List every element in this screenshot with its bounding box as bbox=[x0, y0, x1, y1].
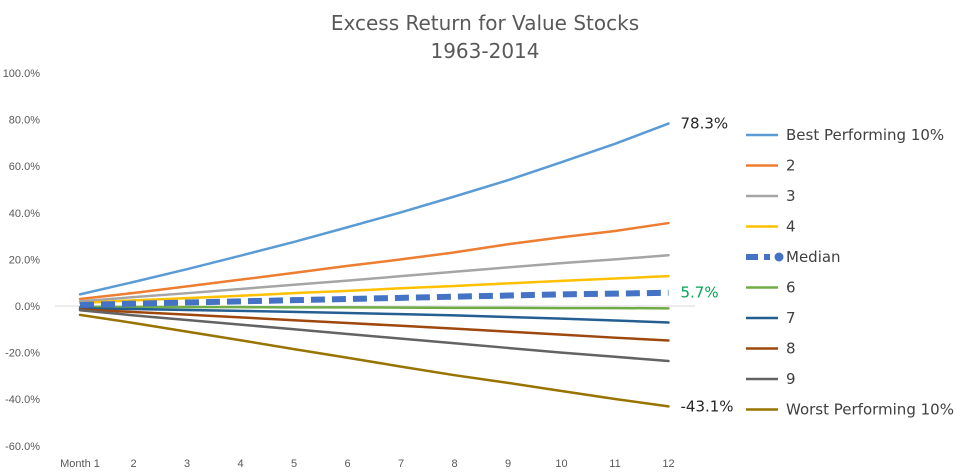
legend-label: 8 bbox=[786, 340, 796, 358]
x-tick-label: 12 bbox=[662, 458, 674, 470]
x-tick-label: 7 bbox=[398, 458, 404, 470]
legend-label: 4 bbox=[786, 218, 796, 236]
end-value-label: 78.3% bbox=[681, 115, 729, 133]
y-tick-label: -60.0% bbox=[5, 441, 40, 453]
x-tick-label: Month 1 bbox=[60, 458, 100, 470]
x-tick-label: 8 bbox=[451, 458, 457, 470]
series-line-7 bbox=[78, 307, 670, 324]
series-line-6 bbox=[78, 305, 670, 310]
y-tick-label: 20.0% bbox=[9, 254, 40, 266]
series-line-5 bbox=[79, 289, 669, 308]
y-tick-label: -20.0% bbox=[5, 348, 40, 360]
series-line-4 bbox=[78, 274, 670, 305]
series-line-2 bbox=[78, 221, 670, 301]
x-tick-label: 9 bbox=[505, 458, 511, 470]
y-tick-label: 60.0% bbox=[9, 161, 40, 173]
series-line-3 bbox=[78, 253, 670, 303]
x-tick-label: 2 bbox=[130, 458, 136, 470]
series-line-10 bbox=[78, 313, 670, 408]
legend-label: 3 bbox=[786, 187, 796, 205]
x-tick-label: 4 bbox=[237, 458, 243, 470]
x-tick-label: 6 bbox=[344, 458, 350, 470]
legend-marker bbox=[774, 252, 784, 262]
y-tick-label: -40.0% bbox=[5, 394, 40, 406]
legend: Best Performing 10% 2 3 4 Median 6 7 8 9 Worst Pe… bbox=[746, 126, 954, 419]
end-value-label: 5.7% bbox=[681, 284, 719, 302]
x-axis-ticks: Month 1 2 3 4 5 6 7 8 9 10 11 12 bbox=[60, 458, 675, 470]
y-tick-label: 100.0% bbox=[3, 68, 41, 80]
chart-title: Excess Return for Value Stocks bbox=[331, 11, 639, 35]
legend-label: 6 bbox=[786, 279, 796, 297]
end-labels: 78.3% 5.7% -43.1% bbox=[681, 115, 734, 416]
end-value-label: -43.1% bbox=[681, 397, 734, 415]
series-lines bbox=[78, 122, 670, 408]
series-line-1 bbox=[78, 122, 670, 296]
series-line-9 bbox=[78, 308, 670, 363]
y-tick-label: 40.0% bbox=[9, 208, 40, 220]
legend-label: 7 bbox=[786, 309, 796, 327]
chart-subtitle: 1963-2014 bbox=[430, 39, 539, 63]
legend-label: Median bbox=[786, 248, 841, 266]
y-tick-label: 80.0% bbox=[9, 115, 40, 127]
x-tick-label: 11 bbox=[609, 458, 620, 470]
x-tick-label: 10 bbox=[555, 458, 567, 470]
y-tick-label: 0.0% bbox=[15, 301, 40, 313]
y-axis-ticks: 100.0% 80.0% 60.0% 40.0% 20.0% 0.0% -20.0% -40.… bbox=[3, 68, 41, 453]
legend-label: 9 bbox=[786, 370, 796, 388]
x-tick-label: 3 bbox=[184, 458, 190, 470]
legend-label: Best Performing 10% bbox=[786, 126, 944, 144]
series-line-8 bbox=[78, 308, 670, 342]
x-tick-label: 5 bbox=[291, 458, 297, 470]
legend-label: 2 bbox=[786, 157, 796, 175]
legend-label: Worst Performing 10% bbox=[786, 401, 954, 419]
